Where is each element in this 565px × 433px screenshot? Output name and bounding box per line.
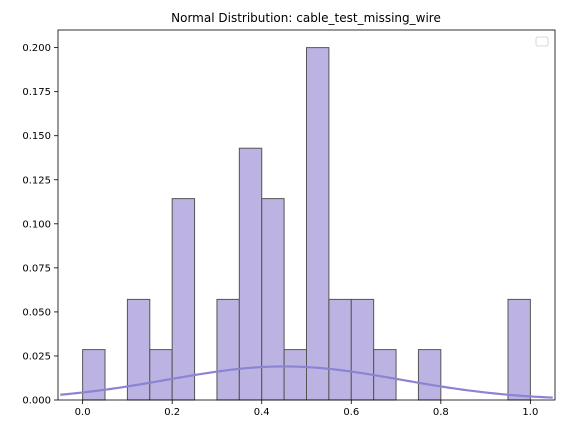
- x-tick-label: 0.2: [164, 407, 180, 418]
- histogram-bar-8: [261, 198, 285, 401]
- x-tick-label: 0.0: [75, 407, 91, 418]
- histogram-bar-12: [350, 298, 375, 401]
- histogram-bar-15: [417, 349, 442, 401]
- y-tick-label: 0.150: [22, 131, 51, 142]
- y-tick-label: 0.025: [22, 351, 51, 362]
- histogram-bar-19: [507, 298, 531, 401]
- x-tick-label: 0.4: [254, 407, 270, 418]
- y-tick-label: 0.100: [22, 219, 51, 230]
- normal-curve-line: [60, 365, 553, 399]
- histogram-bar-11: [328, 298, 352, 401]
- x-tick-label: 0.6: [343, 407, 359, 418]
- histogram-bar-10: [306, 47, 330, 401]
- y-tick-label: 0.000: [22, 396, 51, 407]
- normal-curve: [60, 365, 553, 399]
- y-tick-label: 0.175: [22, 87, 51, 98]
- x-tick-label: 0.8: [433, 407, 449, 418]
- chart-title: Normal Distribution: cable_test_missing_…: [171, 11, 441, 25]
- legend-box: [535, 36, 549, 47]
- histogram-bar-6: [216, 298, 240, 401]
- plot-frame: [57, 29, 556, 401]
- histogram-bar-9: [283, 349, 307, 401]
- y-tick-label: 0.075: [22, 263, 51, 274]
- histogram-bars: [82, 47, 531, 401]
- histogram-bar-3: [149, 349, 173, 401]
- y-tick-label: 0.050: [22, 307, 51, 318]
- axes: 0.0 0.2 0.4 0.6 0.8 1.0 0.000 0.025 0.050 0.075 0.…: [22, 29, 556, 418]
- x-tick-label: 1.0: [522, 407, 538, 418]
- histogram-bar-7: [238, 147, 263, 401]
- legend: [535, 36, 549, 47]
- y-tick-label: 0.200: [22, 43, 51, 54]
- histogram-bar-4: [171, 198, 196, 401]
- y-tick-label: 0.125: [22, 175, 51, 186]
